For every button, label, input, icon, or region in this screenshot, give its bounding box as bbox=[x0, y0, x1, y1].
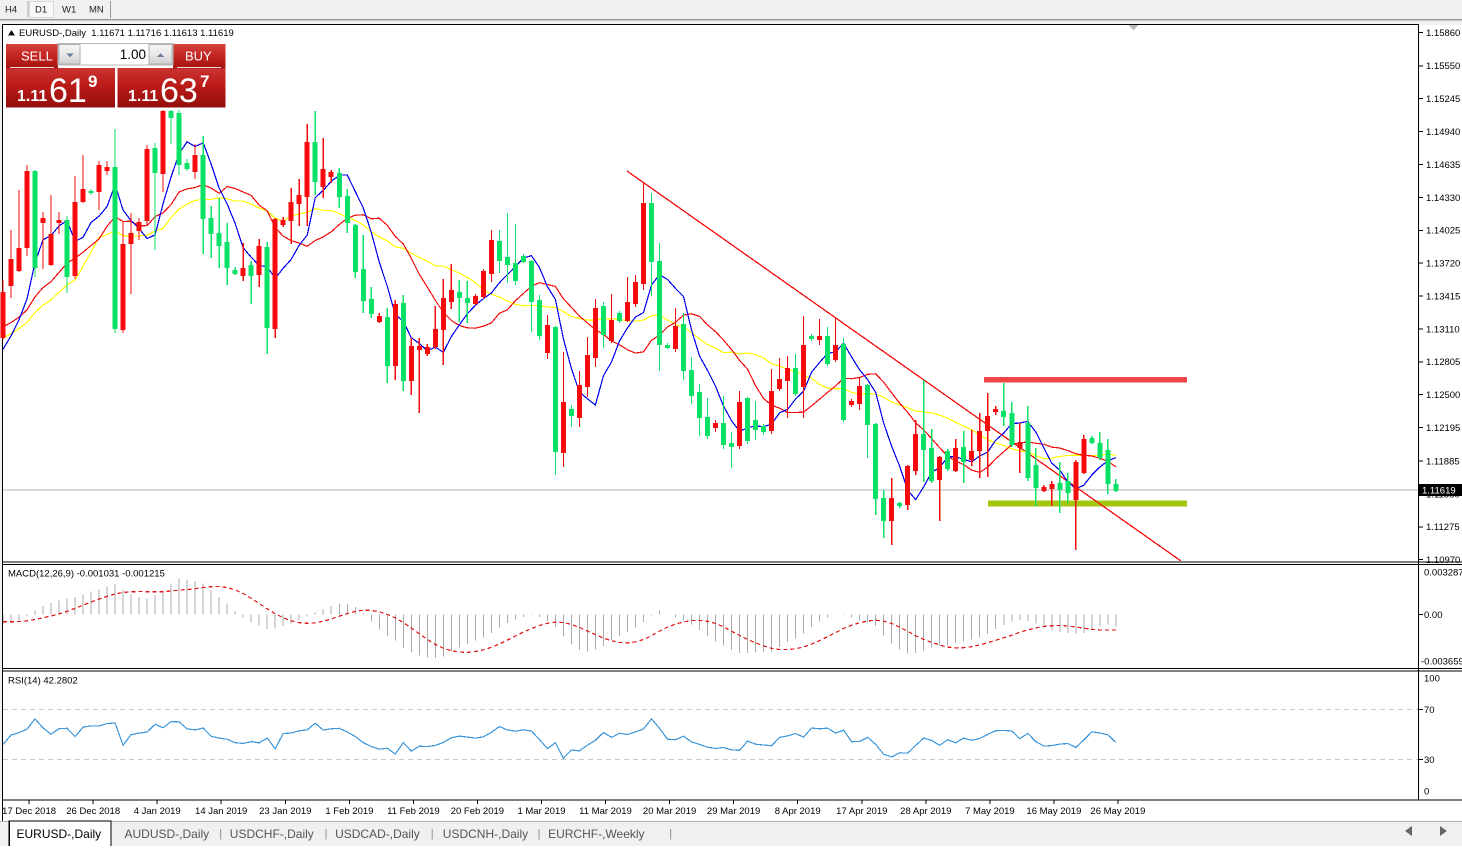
svg-text:1.12500: 1.12500 bbox=[1426, 390, 1460, 401]
svg-text:61: 61 bbox=[49, 72, 87, 110]
svg-text:BUY: BUY bbox=[185, 49, 212, 64]
svg-text:SELL: SELL bbox=[21, 49, 53, 64]
svg-text:|: | bbox=[219, 828, 222, 840]
svg-text:4 Jan 2019: 4 Jan 2019 bbox=[134, 806, 181, 817]
svg-text:RSI(14) 42.2802: RSI(14) 42.2802 bbox=[8, 676, 78, 687]
svg-text:AUDUSD-,Daily: AUDUSD-,Daily bbox=[125, 827, 210, 841]
svg-text:MN: MN bbox=[89, 5, 104, 16]
svg-text:1.13720: 1.13720 bbox=[1426, 259, 1460, 270]
svg-text:1.10970: 1.10970 bbox=[1426, 555, 1460, 566]
svg-text:1.14940: 1.14940 bbox=[1426, 127, 1460, 138]
svg-text:1.15245: 1.15245 bbox=[1426, 94, 1460, 105]
svg-text:1 Mar 2019: 1 Mar 2019 bbox=[517, 806, 565, 817]
svg-text:16 May 2019: 16 May 2019 bbox=[1026, 806, 1081, 817]
svg-text:1.11: 1.11 bbox=[17, 88, 47, 105]
svg-text:1 Feb 2019: 1 Feb 2019 bbox=[325, 806, 373, 817]
svg-text:8 Apr 2019: 8 Apr 2019 bbox=[775, 806, 821, 817]
svg-text:|: | bbox=[431, 828, 434, 840]
svg-text:USDCNH-,Daily: USDCNH-,Daily bbox=[443, 827, 528, 841]
svg-text:MACD(12,26,9) -0.001031 -0.001: MACD(12,26,9) -0.001031 -0.001215 bbox=[8, 569, 165, 580]
svg-text:1.14330: 1.14330 bbox=[1426, 193, 1460, 204]
svg-text:1.12805: 1.12805 bbox=[1426, 357, 1460, 368]
svg-text:28 Apr 2019: 28 Apr 2019 bbox=[900, 806, 951, 817]
svg-text:USDCAD-,Daily: USDCAD-,Daily bbox=[335, 827, 420, 841]
svg-text:1.11619: 1.11619 bbox=[1422, 486, 1456, 497]
svg-text:14 Jan 2019: 14 Jan 2019 bbox=[195, 806, 247, 817]
svg-text:1.11275: 1.11275 bbox=[1426, 522, 1460, 533]
svg-text:30: 30 bbox=[1424, 755, 1435, 766]
svg-text:1.14635: 1.14635 bbox=[1426, 160, 1460, 171]
svg-text:1.13110: 1.13110 bbox=[1426, 324, 1460, 335]
svg-text:|: | bbox=[325, 828, 328, 840]
svg-text:17 Apr 2019: 17 Apr 2019 bbox=[836, 806, 887, 817]
svg-text:-0.003659: -0.003659 bbox=[1421, 656, 1462, 667]
svg-text:W1: W1 bbox=[62, 5, 76, 16]
svg-text:EURUSD-,Daily 1.11671 1.11716: EURUSD-,Daily 1.11671 1.11716 1.11613 1.… bbox=[19, 28, 234, 39]
svg-text:7 May 2019: 7 May 2019 bbox=[965, 806, 1015, 817]
svg-text:1.13415: 1.13415 bbox=[1426, 291, 1460, 302]
svg-text:H4: H4 bbox=[5, 5, 17, 16]
svg-text:100: 100 bbox=[1424, 673, 1440, 684]
svg-text:1.15550: 1.15550 bbox=[1426, 61, 1460, 72]
svg-text:|: | bbox=[669, 828, 672, 840]
svg-text:1.15860: 1.15860 bbox=[1426, 28, 1460, 39]
svg-text:20 Mar 2019: 20 Mar 2019 bbox=[643, 806, 696, 817]
svg-text:23 Jan 2019: 23 Jan 2019 bbox=[259, 806, 311, 817]
svg-text:1.00: 1.00 bbox=[120, 47, 146, 62]
svg-text:1.12195: 1.12195 bbox=[1426, 423, 1460, 434]
svg-text:1.11885: 1.11885 bbox=[1426, 456, 1460, 467]
svg-text:7: 7 bbox=[200, 72, 209, 91]
svg-text:11 Mar 2019: 11 Mar 2019 bbox=[579, 806, 632, 817]
svg-text:1.11: 1.11 bbox=[128, 88, 158, 105]
svg-text:0: 0 bbox=[1424, 786, 1429, 797]
svg-text:20 Feb 2019: 20 Feb 2019 bbox=[451, 806, 504, 817]
svg-text:26 Dec 2018: 26 Dec 2018 bbox=[66, 806, 120, 817]
svg-text:USDCHF-,Daily: USDCHF-,Daily bbox=[230, 827, 314, 841]
svg-text:EURUSD-,Daily: EURUSD-,Daily bbox=[17, 827, 102, 841]
svg-text:0.003287: 0.003287 bbox=[1424, 568, 1462, 579]
svg-text:29 Mar 2019: 29 Mar 2019 bbox=[707, 806, 760, 817]
svg-text:70: 70 bbox=[1424, 705, 1435, 716]
svg-text:63: 63 bbox=[160, 72, 198, 110]
svg-text:0.00: 0.00 bbox=[1424, 610, 1443, 621]
svg-text:9: 9 bbox=[88, 72, 97, 91]
svg-text:11 Feb 2019: 11 Feb 2019 bbox=[387, 806, 440, 817]
svg-text:D1: D1 bbox=[35, 5, 47, 16]
svg-text:1.14025: 1.14025 bbox=[1426, 226, 1460, 237]
svg-text:26 May 2019: 26 May 2019 bbox=[1090, 806, 1145, 817]
svg-text:|: | bbox=[538, 828, 541, 840]
svg-text:EURCHF-,Weekly: EURCHF-,Weekly bbox=[548, 827, 644, 841]
svg-text:17 Dec 2018: 17 Dec 2018 bbox=[2, 806, 56, 817]
